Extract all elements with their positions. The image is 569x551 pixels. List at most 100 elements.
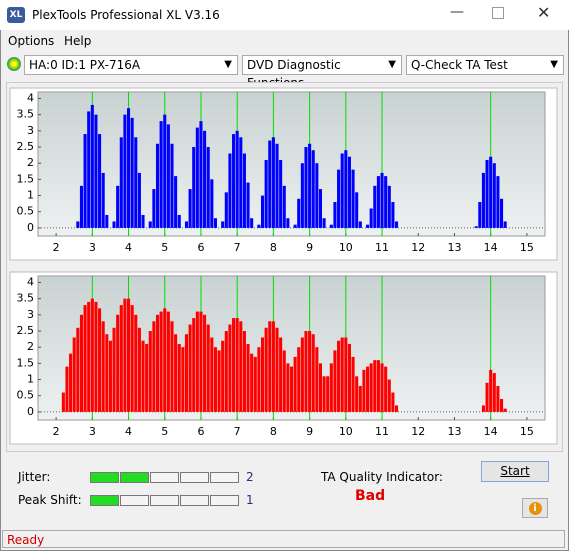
bar xyxy=(394,221,399,228)
bar xyxy=(224,192,228,228)
x-tick-label: 15 xyxy=(520,241,534,254)
bar xyxy=(206,147,210,228)
quality-result: Bad xyxy=(355,488,386,504)
meter-value: 1 xyxy=(246,493,254,507)
meter-segment xyxy=(180,472,209,483)
quality-label: TA Quality Indicator: xyxy=(321,470,443,484)
x-tick-label: 4 xyxy=(125,241,132,254)
test-select[interactable]: Q-Check TA Test ▼ xyxy=(406,55,564,75)
bar xyxy=(340,337,344,412)
bar xyxy=(123,114,127,228)
bar xyxy=(264,327,268,412)
bar xyxy=(308,143,312,228)
y-tick-label: 3 xyxy=(27,308,34,321)
bar xyxy=(384,176,388,228)
bar xyxy=(481,405,485,412)
bar xyxy=(326,376,330,412)
meter-label: Jitter: xyxy=(18,470,51,484)
x-tick-label: 3 xyxy=(89,425,96,438)
bar xyxy=(213,218,217,228)
y-tick-label: 2 xyxy=(27,340,34,353)
x-tick-label: 7 xyxy=(234,241,241,254)
x-tick-label: 13 xyxy=(447,425,461,438)
bar xyxy=(271,321,275,412)
x-tick-label: 15 xyxy=(520,425,534,438)
bar xyxy=(83,305,87,412)
bar xyxy=(155,314,160,412)
bar xyxy=(213,347,217,412)
bar xyxy=(177,343,181,412)
bar xyxy=(126,298,131,412)
bar xyxy=(94,114,98,228)
close[interactable]: ✕ xyxy=(537,3,551,22)
bar xyxy=(387,185,391,228)
start-text: Start xyxy=(500,464,530,478)
bar xyxy=(108,340,112,412)
plot-area xyxy=(37,91,546,237)
y-tick-label: 3 xyxy=(27,124,34,137)
bar xyxy=(257,347,261,412)
bar xyxy=(137,327,141,412)
start-button[interactable]: Start xyxy=(481,461,549,482)
bar xyxy=(134,137,138,228)
bar xyxy=(376,176,380,228)
bar xyxy=(315,163,319,228)
bar xyxy=(83,134,87,228)
status-bar: Ready xyxy=(2,530,565,548)
bar xyxy=(94,301,98,412)
bar xyxy=(268,321,272,412)
bar xyxy=(260,195,265,228)
bar xyxy=(112,327,116,412)
bar xyxy=(496,386,500,412)
bar xyxy=(250,353,254,412)
bar xyxy=(119,137,123,228)
bar xyxy=(130,305,134,412)
bar xyxy=(141,214,145,228)
bar xyxy=(199,311,203,412)
bar xyxy=(61,392,65,412)
bar xyxy=(503,221,507,228)
bar xyxy=(315,347,319,412)
bar xyxy=(79,185,83,228)
bar xyxy=(101,172,105,228)
bar xyxy=(478,202,482,228)
y-tick-label: 3.5 xyxy=(17,108,35,121)
bar xyxy=(271,137,275,228)
bar xyxy=(203,130,207,228)
bar xyxy=(126,108,131,228)
y-tick-label: 0 xyxy=(27,405,34,418)
bar xyxy=(246,182,250,228)
bar xyxy=(337,169,341,228)
bar xyxy=(79,314,83,412)
minimize[interactable]: — xyxy=(450,4,464,20)
y-tick-label: 2.5 xyxy=(17,140,35,153)
bar xyxy=(340,153,344,228)
info-button[interactable]: i xyxy=(522,498,548,518)
bar xyxy=(170,143,174,228)
y-tick-label: 1 xyxy=(27,189,34,202)
bar xyxy=(177,214,181,228)
bar xyxy=(304,147,308,228)
menu-options[interactable]: Options xyxy=(8,34,55,48)
bar xyxy=(279,159,283,228)
bar xyxy=(503,408,507,412)
bar xyxy=(235,318,239,412)
bar xyxy=(163,114,167,228)
maximize[interactable] xyxy=(492,7,504,19)
y-tick-label: 2.5 xyxy=(17,324,35,337)
y-tick-label: 0 xyxy=(27,221,34,234)
meter-segment xyxy=(210,472,239,483)
bar xyxy=(391,202,395,228)
bar xyxy=(485,159,489,228)
x-tick-label: 10 xyxy=(339,241,353,254)
bar xyxy=(166,311,170,412)
bar xyxy=(351,356,355,412)
bar xyxy=(242,153,246,228)
bar xyxy=(300,337,304,412)
drive-select[interactable]: HA:0 ID:1 PX-716A ▼ xyxy=(24,55,238,75)
bar xyxy=(116,185,120,228)
y-tick-label: 4 xyxy=(27,91,34,104)
bar xyxy=(300,163,304,228)
menu-help[interactable]: Help xyxy=(64,34,92,48)
bar xyxy=(232,318,236,412)
